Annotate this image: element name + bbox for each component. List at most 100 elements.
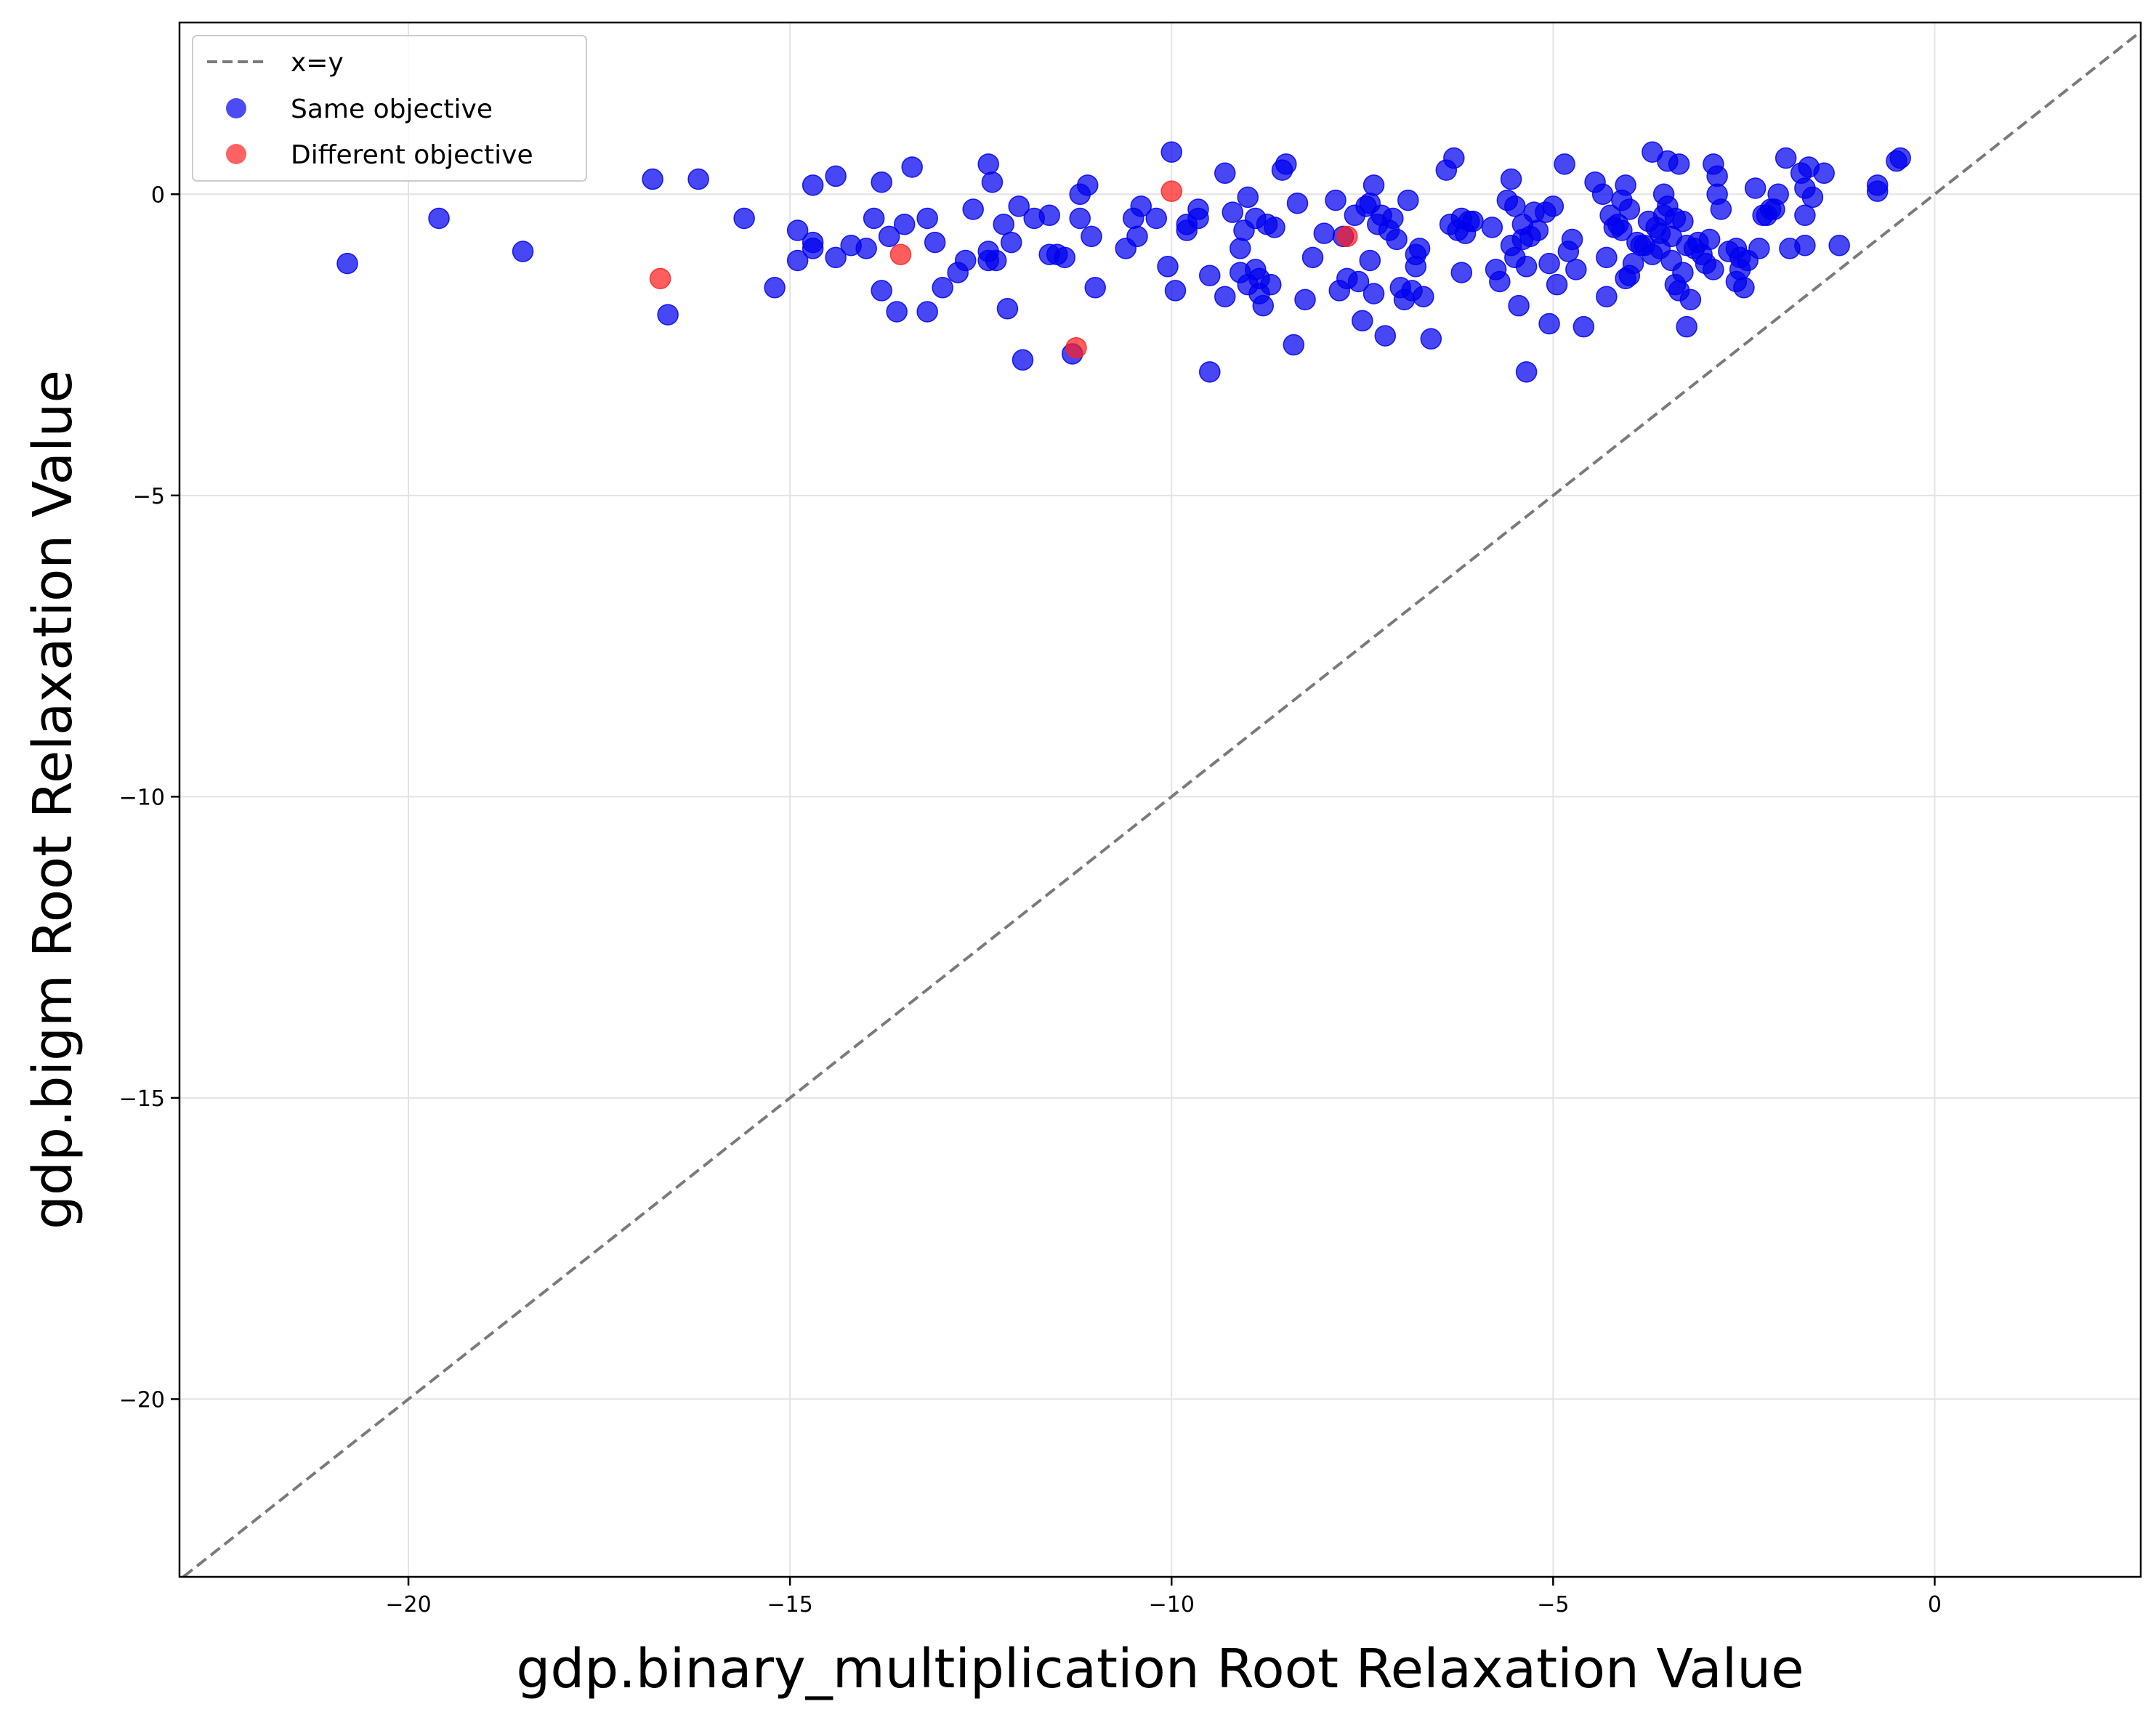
scatter-point [1668,153,1690,175]
scatter-point [1515,361,1538,383]
scatter-point [1199,265,1221,286]
y-tick-label: −15 [119,1086,165,1112]
scatter-point [802,238,824,259]
scatter-point [802,174,824,196]
scatter-point [1252,294,1275,317]
scatter-point [1508,294,1530,317]
scatter-point [1230,238,1251,259]
scatter-point [954,249,977,272]
scatter-point [1237,186,1259,209]
scatter-point [1145,207,1167,230]
scatter-point [1199,361,1221,383]
y-tick-label: −20 [119,1387,165,1413]
x-tick-label: −10 [1149,1592,1195,1618]
scatter-point [1130,195,1152,217]
y-tick-label: −5 [133,484,165,509]
scatter-point [1214,162,1236,185]
scatter-point [924,231,946,254]
y-axis-label: gdp.bigm Root Relaxation Value [22,370,84,1230]
scatter-point [1313,222,1336,244]
y-tick-label: 0 [151,182,165,208]
scatter-point [962,198,984,220]
scatter-point [1069,207,1091,230]
legend-swatch-same-objective [226,98,246,118]
scatter-point [1622,252,1644,275]
scatter-point [1413,286,1434,307]
scatter-point [1672,210,1694,233]
scatter-point [764,277,786,299]
scatter-point [1679,288,1702,311]
scatter-point [657,304,679,326]
scatter-point [1794,235,1816,257]
data-points [336,141,1911,383]
scatter-point [1222,201,1244,223]
scatter-point [1362,283,1385,304]
scatter-point [1386,228,1408,251]
scatter-point [1703,259,1724,280]
scatter-point [1012,349,1034,371]
scatter-point [981,171,1004,193]
scatter-point [985,249,1007,272]
scatter-point [916,301,938,323]
scatter-point [886,301,908,323]
scatter-point [1733,277,1755,299]
reference-line-group [182,30,2142,1578]
scatter-point [1618,198,1641,220]
scatter-point [1504,195,1526,217]
y-tick-label: −10 [119,785,165,810]
scatter-point [893,213,916,235]
scatter-point [1301,246,1324,269]
scatter-point [1008,195,1030,217]
x-tick-label: −15 [767,1592,812,1618]
scatter-point [863,207,885,230]
scatter-point [1397,189,1419,211]
scatter-point [1767,183,1789,206]
scatter-point [1374,325,1397,347]
scatter-point [1828,235,1850,257]
scatter-point [1748,238,1770,259]
scatter-point [1794,204,1816,227]
scatter-point [1889,147,1911,169]
scatter-point [336,252,358,275]
scatter-point [1481,217,1503,238]
x-tick-label: −5 [1537,1592,1569,1618]
scatter-point [1572,315,1595,338]
scatter-point [1554,153,1575,175]
scatter-point [1076,174,1099,196]
scatter-point [1542,195,1564,217]
scatter-point [1126,225,1148,248]
scatter-point [1081,225,1102,248]
x-tick-label: 0 [1928,1592,1942,1618]
scatter-point [1283,334,1305,356]
scatter-point [733,207,755,230]
scatter-point [855,238,877,259]
scatter-point [428,207,450,230]
scatter-point [512,241,534,262]
scatter-point [1325,189,1347,211]
scatter-point [996,298,1019,320]
scatter-point [871,171,892,193]
scatter-point [1801,186,1824,209]
scatter-point [1500,168,1522,190]
scatter-point [1160,141,1183,163]
scatter-point [825,246,847,269]
scatter-point [1591,183,1614,206]
scatter-point [786,219,809,241]
scatter-point [1352,310,1373,332]
x-tick-label: −20 [385,1592,431,1618]
scatter-point [1462,210,1484,233]
scatter-point [1214,286,1236,307]
scatter-point [1000,231,1022,254]
scatter-point [1260,273,1282,296]
scatter-point [1710,198,1732,220]
scatter-point [1187,207,1209,230]
scatter-point [1405,256,1427,278]
scatter-point [1615,174,1636,196]
scatter-point [1596,286,1618,307]
scatter-point [1362,174,1385,196]
axis-ticks: −20 −15 −10 −5 0 0 −5 −10 −15 −20 [119,182,1942,1618]
legend-label-reference: x=y [291,48,344,78]
scatter-point [1160,180,1183,202]
scatter-point [1336,225,1358,248]
